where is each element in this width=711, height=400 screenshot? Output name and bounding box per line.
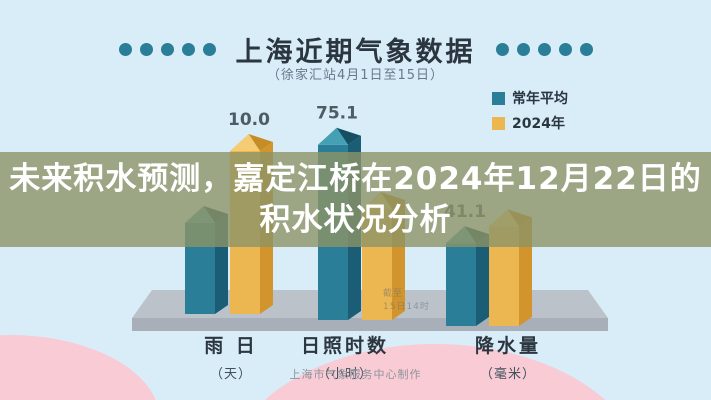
bar-top-left-face [230, 134, 260, 151]
bar-top-left-face [318, 127, 348, 145]
dot-icon [181, 43, 195, 56]
bar-value-label: 10.0 [228, 110, 270, 130]
decorative-dots-left [118, 43, 216, 56]
category-unit: （毫米） [479, 367, 537, 382]
legend-item-0: 常年平均 [492, 88, 568, 108]
headline-banner: 未来积水预测，嘉定江桥在2024年12月22日的 积水状况分析 [0, 152, 711, 247]
category-label-2: 降水量 （毫米） [475, 331, 541, 382]
legend-item-1: 2024年 [492, 113, 568, 133]
chart-legend: 常年平均 2024年 [492, 88, 568, 133]
dot-icon [118, 43, 132, 56]
category-name: 雨 日 [204, 335, 258, 357]
platform-watermark: 截至 15日14时 [383, 288, 430, 314]
headline-line-1: 未来积水预测，嘉定江桥在2024年12月22日的 [9, 160, 702, 197]
category-unit: （小时） [316, 367, 374, 382]
chart-title: 上海近期气象数据 [235, 37, 476, 68]
dot-icon [495, 43, 509, 56]
bar-front-face [446, 243, 476, 326]
legend-label: 2024年 [512, 116, 565, 132]
dot-icon [537, 43, 551, 56]
bar-top-right-face [248, 134, 273, 151]
category-name: 日照时数 [300, 335, 390, 357]
dot-icon [558, 43, 572, 56]
decorative-dots-right [495, 43, 593, 56]
watermark-line-2: 15日14时 [383, 302, 430, 313]
dot-icon [160, 43, 174, 56]
dot-icon [139, 43, 153, 56]
bar-value-label: 75.1 [316, 104, 358, 124]
watermark-line-1: 截至 [383, 289, 404, 299]
legend-swatch-icon [492, 116, 505, 130]
headline-line-2: 积水状况分析 [259, 201, 452, 238]
category-label-0: 雨 日 （天） [204, 331, 258, 382]
category-name: 降水量 [474, 335, 542, 357]
chart-header: 上海近期气象数据 [0, 30, 711, 69]
legend-label: 常年平均 [512, 91, 568, 107]
category-label-1: 日照时数 （小时） [301, 331, 389, 382]
bar-top-right-face [336, 127, 361, 145]
dot-icon [579, 43, 593, 56]
credit-line: 上海市气象服务中心制作 [289, 368, 422, 381]
bar-front-face [489, 226, 519, 326]
bar-side-face [476, 234, 489, 326]
legend-swatch-icon [492, 91, 505, 105]
dot-icon [202, 43, 216, 56]
category-unit: （天） [209, 367, 252, 382]
dot-icon [516, 43, 530, 56]
chart-subtitle: （徐家汇站4月1日至15日） [266, 68, 445, 83]
